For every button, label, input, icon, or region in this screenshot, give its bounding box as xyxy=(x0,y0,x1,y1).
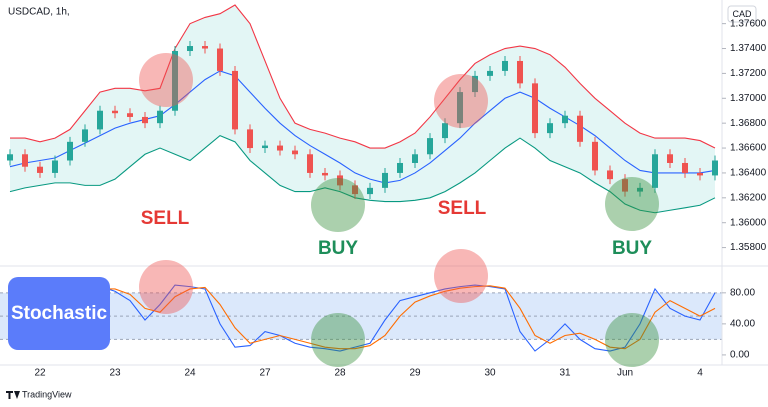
x-tick-label: 23 xyxy=(109,368,121,379)
stochastic-line xyxy=(9,284,716,352)
candle-body xyxy=(592,141,598,171)
highlight-circle xyxy=(605,177,659,231)
candle-body xyxy=(577,115,583,142)
candle-body xyxy=(427,138,433,155)
candle-body xyxy=(412,154,418,163)
candle-body xyxy=(127,113,133,117)
candle-body xyxy=(232,70,238,130)
y-tick-label: 1.35800 xyxy=(730,242,767,253)
highlight-circle xyxy=(139,260,193,314)
candle-body xyxy=(472,75,478,93)
candle-body xyxy=(367,187,373,195)
y-tick-label: 1.36200 xyxy=(730,192,767,203)
logo-icon xyxy=(6,391,20,399)
candle-body xyxy=(397,162,403,173)
highlight-circle xyxy=(311,178,365,232)
indicator-badge xyxy=(8,277,110,350)
y-tick-label: 0.00 xyxy=(730,350,750,361)
x-tick-label: Jun xyxy=(617,368,633,379)
candle-body xyxy=(277,145,283,151)
band-line xyxy=(9,70,716,184)
signal-annotation: SELL xyxy=(438,198,487,219)
band-line xyxy=(10,4,716,149)
candle-body xyxy=(652,154,658,188)
x-tick-label: 30 xyxy=(484,368,496,379)
highlight-circle xyxy=(605,313,659,367)
candle-body xyxy=(352,185,358,195)
symbol-title: USDCAD, 1h, xyxy=(8,7,70,18)
x-tick-label: 24 xyxy=(184,368,196,379)
y-tick-label: 1.37200 xyxy=(730,68,767,79)
highlight-circle xyxy=(311,313,365,367)
candle-body xyxy=(637,187,643,192)
y-tick-label: 1.37600 xyxy=(730,18,767,29)
candle-body xyxy=(382,172,388,188)
candle-body xyxy=(712,160,718,176)
candle-body xyxy=(622,179,628,192)
candle-body xyxy=(7,154,13,161)
candle-body xyxy=(52,160,58,173)
candle-body xyxy=(172,51,178,111)
x-tick-label: 29 xyxy=(409,368,421,379)
indicator-label: Stochastic xyxy=(11,303,108,324)
currency-label[interactable]: CAD xyxy=(732,9,752,19)
x-tick-label: 27 xyxy=(259,368,271,379)
candle-body xyxy=(97,110,103,130)
candle-body xyxy=(157,110,163,124)
y-tick-label: 1.36800 xyxy=(730,118,767,129)
x-tick-label: 22 xyxy=(34,368,46,379)
x-tick-label: 4 xyxy=(697,368,703,379)
candle-body xyxy=(487,70,493,76)
highlight-circle xyxy=(434,249,488,303)
candle-body xyxy=(187,46,193,52)
candle-body xyxy=(307,154,313,173)
footer-brand: TradingView xyxy=(22,389,72,399)
candle-body xyxy=(37,166,43,173)
candle-body xyxy=(67,141,73,161)
candle-body xyxy=(292,150,298,155)
candle-body xyxy=(457,92,463,124)
candle-body xyxy=(502,60,508,71)
candle-body xyxy=(607,170,613,180)
band-line xyxy=(9,134,716,214)
candle-body xyxy=(562,115,568,124)
y-tick-label: 1.36600 xyxy=(730,143,767,154)
candle-body xyxy=(82,129,88,142)
y-tick-label: 1.37400 xyxy=(730,43,767,54)
stochastic-line xyxy=(9,285,716,350)
highlight-circle xyxy=(434,74,488,128)
candle-body xyxy=(247,129,253,149)
currency-button[interactable] xyxy=(727,5,757,23)
candle-body xyxy=(322,172,328,176)
candle-body xyxy=(337,175,343,186)
candle-body xyxy=(697,172,703,176)
y-tick-label: 40.00 xyxy=(730,319,755,330)
candle-body xyxy=(112,110,118,114)
y-tick-label: 1.37000 xyxy=(730,93,767,104)
candle-body xyxy=(142,116,148,124)
candle-body xyxy=(682,162,688,173)
candle-body xyxy=(532,83,538,134)
x-tick-label: 28 xyxy=(334,368,346,379)
signal-annotation: SELL xyxy=(141,208,190,229)
y-tick-label: 80.00 xyxy=(730,287,755,298)
candle-body xyxy=(202,46,208,49)
signal-annotation: BUY xyxy=(612,238,652,259)
signal-annotation: BUY xyxy=(318,238,358,259)
candle-body xyxy=(22,154,28,167)
candle-body xyxy=(517,60,523,84)
candle-body xyxy=(262,145,268,149)
x-tick-label: 31 xyxy=(559,368,571,379)
candle-body xyxy=(217,48,223,71)
candle-body xyxy=(667,154,673,163)
y-tick-label: 1.36400 xyxy=(730,168,767,179)
candle-body xyxy=(547,123,553,134)
candle-body xyxy=(442,123,448,139)
highlight-circle xyxy=(139,53,193,107)
y-tick-label: 1.36000 xyxy=(730,217,767,228)
band-fill xyxy=(10,4,715,213)
